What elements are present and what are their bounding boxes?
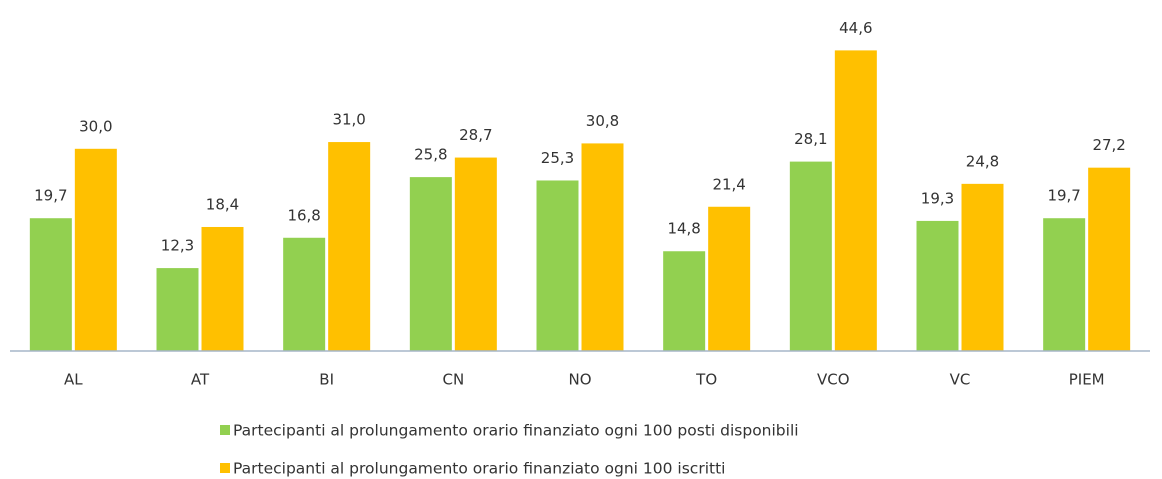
value-label: 25,8 bbox=[414, 146, 447, 164]
value-label: 21,4 bbox=[712, 175, 745, 193]
bar bbox=[29, 218, 72, 351]
bar bbox=[1088, 167, 1131, 351]
value-label: 19,3 bbox=[921, 189, 954, 207]
legend-swatch bbox=[220, 463, 230, 473]
bar bbox=[789, 161, 832, 351]
value-label: 24,8 bbox=[966, 152, 999, 170]
bar bbox=[834, 50, 877, 352]
value-label: 14,8 bbox=[667, 220, 700, 238]
bar bbox=[1043, 218, 1086, 351]
bar bbox=[916, 220, 959, 351]
bar bbox=[201, 226, 244, 351]
value-label: 31,0 bbox=[332, 111, 365, 129]
x-tick-label: VC bbox=[950, 371, 971, 389]
value-label: 19,7 bbox=[1047, 187, 1080, 205]
value-label: 16,8 bbox=[287, 206, 320, 224]
value-label: 28,7 bbox=[459, 126, 492, 144]
value-label: 30,0 bbox=[79, 117, 112, 135]
bar bbox=[328, 142, 371, 351]
x-tick-label: AT bbox=[191, 371, 210, 389]
bar bbox=[74, 148, 117, 351]
bar bbox=[663, 251, 706, 351]
x-tick-label: AL bbox=[64, 371, 83, 389]
value-label: 44,6 bbox=[839, 19, 872, 37]
value-label: 27,2 bbox=[1092, 136, 1125, 154]
legend-label: Partecipanti al prolungamento orario fin… bbox=[233, 460, 725, 478]
x-tick-label: BI bbox=[319, 371, 334, 389]
value-label: 30,8 bbox=[586, 112, 619, 130]
x-tick-label: NO bbox=[568, 371, 591, 389]
value-label: 18,4 bbox=[206, 195, 239, 213]
bar bbox=[961, 183, 1004, 351]
bar bbox=[536, 180, 579, 351]
value-label: 25,3 bbox=[541, 149, 574, 167]
x-tick-label: TO bbox=[695, 371, 717, 389]
bar bbox=[708, 206, 751, 351]
value-label: 19,7 bbox=[34, 187, 67, 205]
bar bbox=[454, 157, 497, 351]
bar bbox=[581, 143, 624, 351]
x-tick-label: VCO bbox=[817, 371, 850, 389]
legend-label: Partecipanti al prolungamento orario fin… bbox=[233, 422, 799, 440]
bar bbox=[409, 177, 452, 351]
bar bbox=[283, 237, 326, 351]
legend-swatch bbox=[220, 425, 230, 435]
value-label: 12,3 bbox=[161, 237, 194, 255]
x-tick-label: CN bbox=[442, 371, 464, 389]
x-tick-label: PIEM bbox=[1069, 371, 1105, 389]
value-label: 28,1 bbox=[794, 130, 827, 148]
bar bbox=[156, 268, 199, 351]
